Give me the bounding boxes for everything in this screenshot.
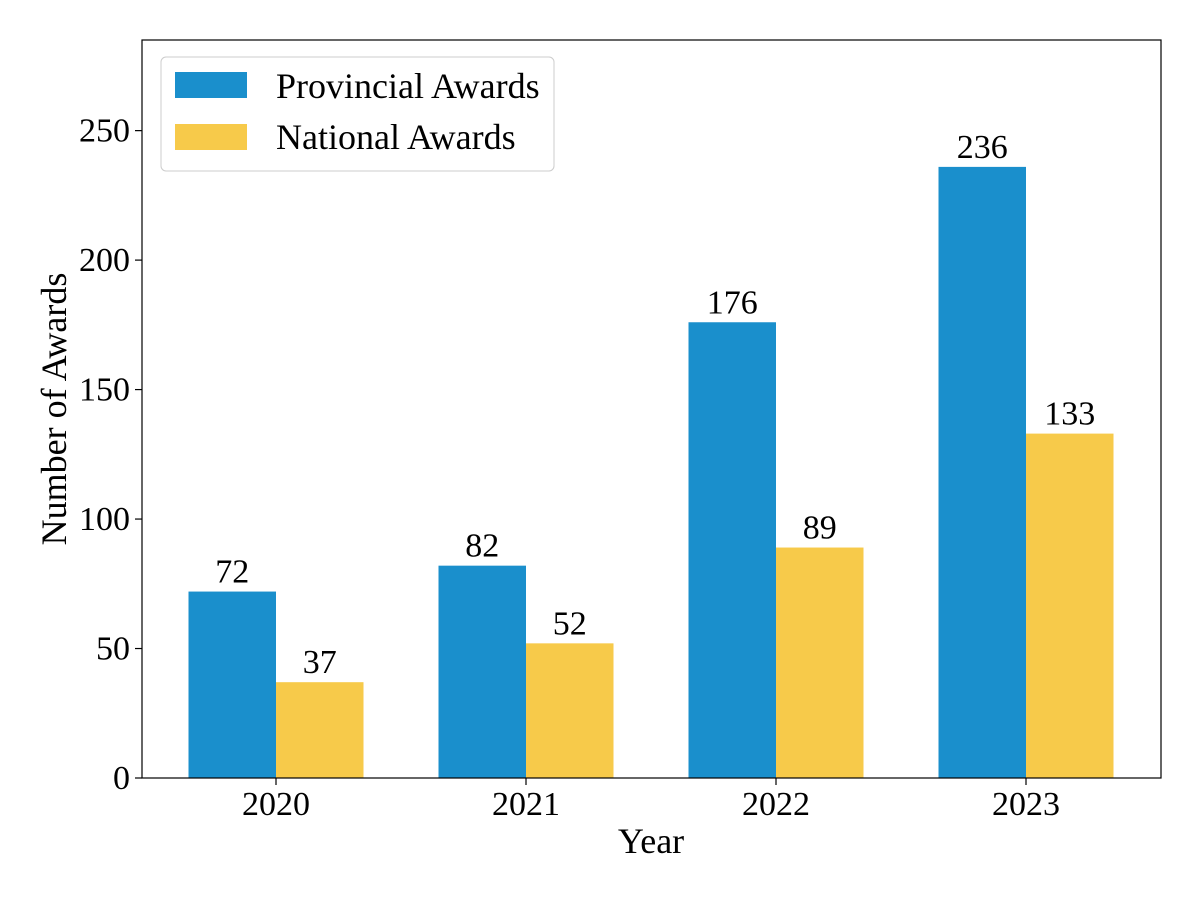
- bar-provincial-2023: [938, 166, 1026, 778]
- bar-provincial-2022: [688, 322, 776, 778]
- legend-label-national: National Awards: [276, 117, 516, 157]
- bar-label-provincial-2023: 236: [957, 129, 1008, 166]
- bar-provincial-2021: [438, 565, 526, 778]
- legend-label-provincial: Provincial Awards: [276, 66, 540, 106]
- y-tick-label-100: 100: [79, 501, 130, 538]
- y-tick-label-0: 0: [113, 760, 130, 797]
- bar-labels-group: 72 82 176 236 37 52 89 133: [215, 129, 1095, 681]
- y-tick-label-200: 200: [79, 242, 130, 279]
- bar-label-national-2023: 133: [1044, 396, 1095, 433]
- bar-label-national-2020: 37: [303, 644, 337, 681]
- bar-national-2020: [276, 682, 364, 778]
- bar-label-national-2022: 89: [803, 510, 837, 547]
- y-tick-label-250: 250: [79, 113, 130, 150]
- bar-national-2023: [1026, 433, 1114, 778]
- y-axis-title: Number of Awards: [34, 273, 74, 546]
- x-tick-label-2021: 2021: [492, 786, 560, 823]
- y-axis-ticks: 0 50 100 150 200 250: [79, 113, 142, 797]
- legend-swatch-provincial: [175, 72, 247, 98]
- x-tick-label-2020: 2020: [242, 786, 310, 823]
- bar-national-2022: [776, 547, 864, 778]
- bar-national-2021: [526, 643, 614, 778]
- legend: Provincial Awards National Awards: [160, 56, 555, 172]
- bar-label-provincial-2021: 82: [465, 528, 499, 565]
- x-tick-label-2023: 2023: [992, 786, 1060, 823]
- bar-provincial-2020: [188, 591, 276, 778]
- bar-label-national-2021: 52: [553, 605, 587, 642]
- bar-label-provincial-2022: 176: [707, 284, 758, 321]
- x-axis-title: Year: [618, 821, 684, 861]
- y-tick-label-150: 150: [79, 372, 130, 409]
- bar-label-provincial-2020: 72: [215, 554, 249, 591]
- bars-group: [188, 166, 1114, 778]
- x-tick-label-2022: 2022: [742, 786, 810, 823]
- x-axis-ticks: 2020 2021 2022 2023: [242, 778, 1060, 823]
- legend-box: [160, 56, 555, 172]
- y-tick-label-50: 50: [96, 631, 130, 668]
- legend-swatch-national: [175, 124, 247, 150]
- plot-frame: [141, 39, 1162, 779]
